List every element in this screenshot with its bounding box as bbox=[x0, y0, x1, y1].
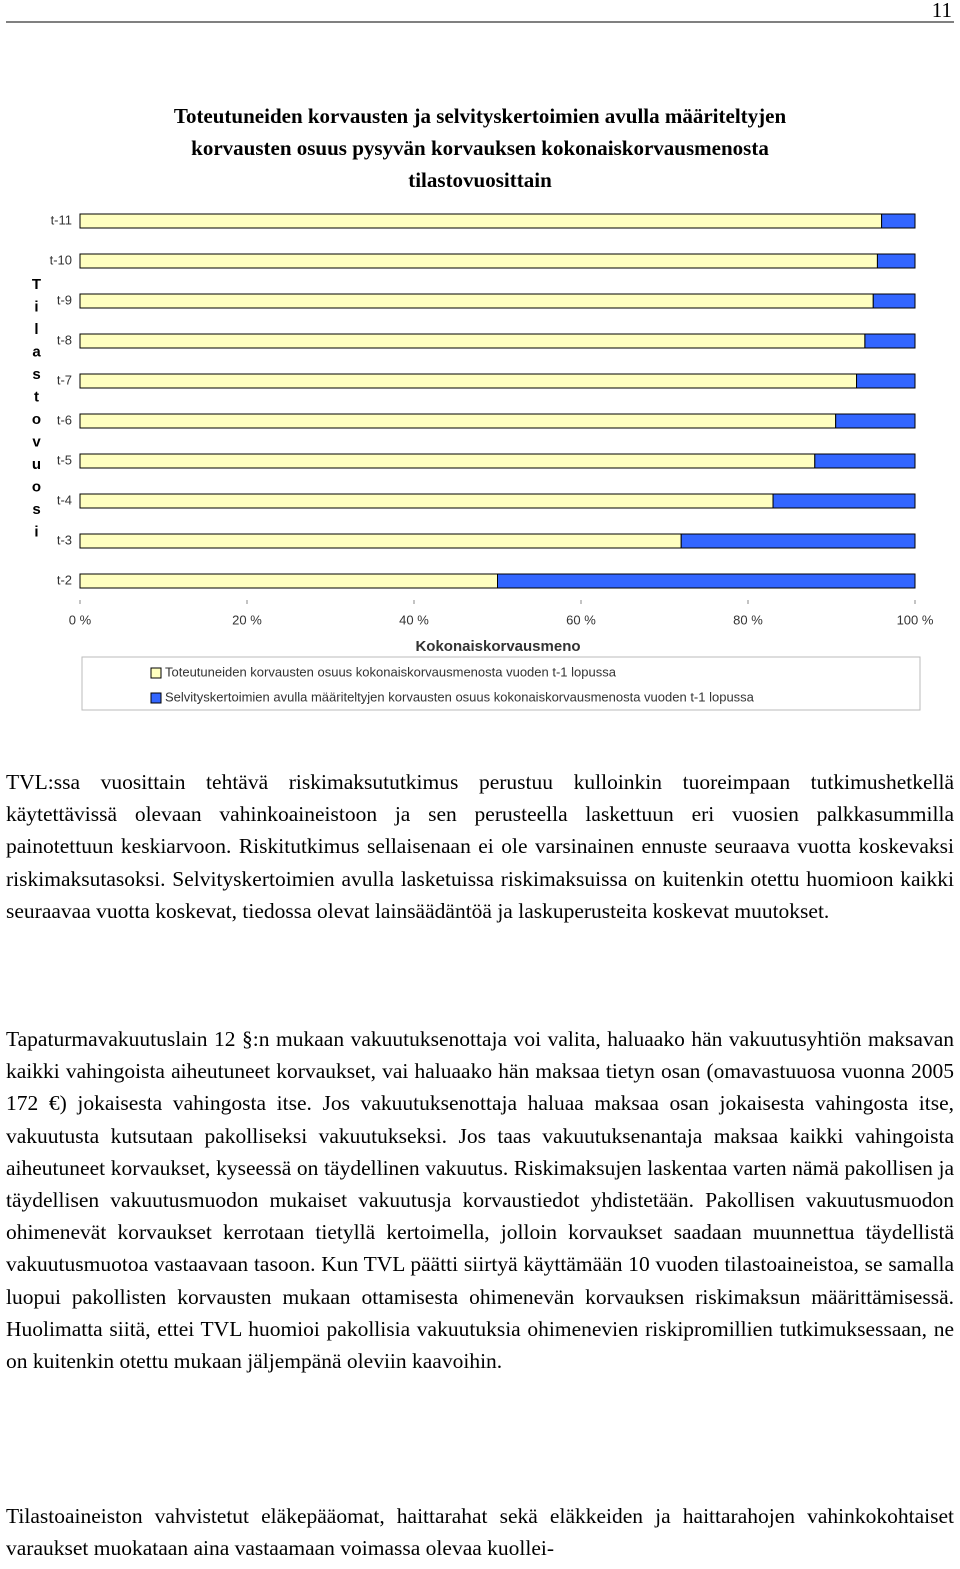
legend-box bbox=[81, 656, 921, 711]
x-tick-label: 40 % bbox=[399, 612, 429, 627]
bar-segment bbox=[79, 493, 774, 509]
y-tick-label: t-5 bbox=[57, 452, 72, 467]
page-number: 11 bbox=[932, 0, 952, 22]
chart-title: Toteutuneiden korvausten ja selvityskert… bbox=[174, 104, 787, 128]
bar-segment bbox=[79, 333, 866, 349]
bar-segment bbox=[79, 213, 883, 229]
x-tick-label: 0 % bbox=[69, 612, 92, 627]
bar-segment bbox=[872, 293, 916, 309]
legend-swatch bbox=[150, 667, 162, 679]
y-tick-label: t-2 bbox=[57, 572, 72, 587]
paragraph: TVL:ssa vuosittain tehtävä riskimaksutut… bbox=[6, 770, 954, 923]
chart-title: tilastovuosittain bbox=[408, 168, 552, 192]
x-tick-label: 100 % bbox=[897, 612, 934, 627]
y-tick-label: t-7 bbox=[57, 372, 72, 387]
x-tick-label: 20 % bbox=[232, 612, 262, 627]
legend-label: Selvityskertoimien avulla määriteltyjen … bbox=[165, 689, 755, 704]
bar-segment bbox=[79, 533, 682, 549]
bar-segment bbox=[79, 253, 878, 269]
bar-segment bbox=[772, 493, 916, 509]
chart: 11 Toteutuneiden korvausten ja selvitysk… bbox=[6, 0, 954, 711]
y-tick-label: t-11 bbox=[51, 212, 72, 227]
x-axis-title: Kokonaiskorvausmeno bbox=[415, 638, 580, 655]
paragraph: Tilastoaineiston vahvistetut eläkepääoma… bbox=[6, 1504, 954, 1561]
y-tick-label: t-4 bbox=[57, 492, 72, 507]
legend-swatch bbox=[150, 692, 162, 704]
bar-segment bbox=[814, 453, 916, 469]
legend-label: Toteutuneiden korvausten osuus kokonaisk… bbox=[165, 664, 617, 679]
bar-segment bbox=[864, 333, 916, 349]
x-tick-label: 80 % bbox=[733, 612, 763, 627]
bar-segment bbox=[79, 413, 837, 429]
bar-segment bbox=[835, 413, 916, 429]
y-tick-label: t-10 bbox=[50, 252, 72, 267]
bar-segment bbox=[79, 373, 858, 389]
bar-segment bbox=[881, 213, 916, 229]
chart-title: korvausten osuus pysyvän korvauksen koko… bbox=[191, 136, 769, 160]
bar-segment bbox=[856, 373, 916, 389]
bar-segment bbox=[876, 253, 916, 269]
y-tick-label: t-3 bbox=[57, 532, 72, 547]
bar-segment bbox=[680, 533, 916, 549]
bar-segment bbox=[79, 453, 816, 469]
x-tick-label: 60 % bbox=[566, 612, 596, 627]
bar-segment bbox=[79, 573, 498, 589]
bar-segment bbox=[497, 573, 916, 589]
paragraph: Tapaturmavakuutuslain 12 §:n mukaan vaku… bbox=[6, 1027, 954, 1374]
y-axis-title: Tilastovuosi bbox=[28, 276, 45, 546]
y-tick-label: t-8 bbox=[57, 332, 72, 347]
bar-segment bbox=[79, 293, 874, 309]
y-tick-label: t-9 bbox=[57, 292, 72, 307]
y-tick-label: t-6 bbox=[57, 412, 72, 427]
